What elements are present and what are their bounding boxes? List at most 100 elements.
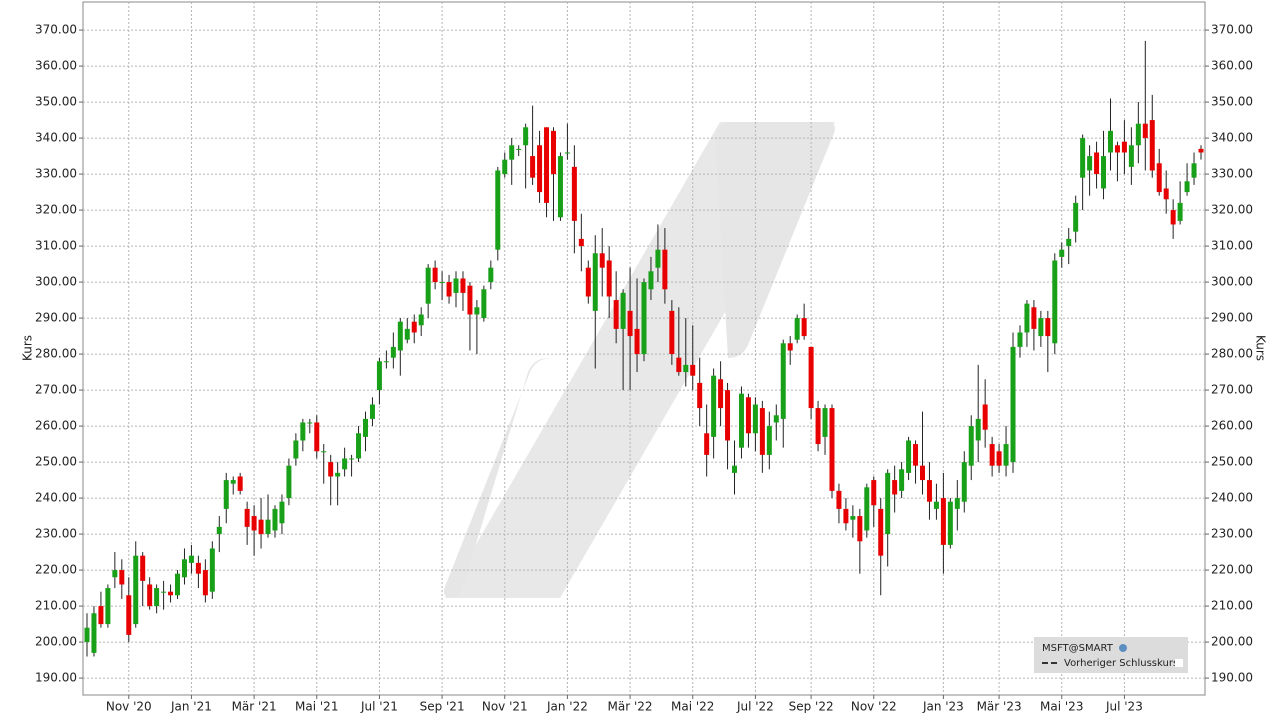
x-tick-label: Jul '22 — [736, 700, 774, 714]
y2-tick-label: 340.00 — [1211, 131, 1253, 145]
candle-body — [432, 267, 438, 283]
candle-body — [314, 422, 320, 452]
y2-tick-label: 230.00 — [1211, 527, 1253, 541]
y-tick-label: 330.00 — [35, 167, 77, 181]
y2-tick-label: 290.00 — [1211, 311, 1253, 325]
candle-body — [1177, 202, 1183, 221]
candle-body — [1142, 123, 1148, 139]
y2-tick-label: 300.00 — [1211, 275, 1253, 289]
candle-body — [1045, 318, 1051, 337]
candle-body — [599, 253, 605, 268]
candle-body — [544, 127, 550, 203]
candle-body — [335, 472, 341, 477]
candle-body — [620, 292, 626, 329]
candle-body — [711, 375, 717, 437]
candle-body — [133, 555, 139, 625]
candle-body — [1121, 141, 1127, 153]
candle-body — [154, 588, 160, 607]
candle-body — [557, 156, 563, 218]
candle-body — [98, 606, 104, 625]
candle-body — [885, 472, 891, 535]
y2-tick-label: 330.00 — [1211, 167, 1253, 181]
candle-body — [550, 130, 556, 175]
candle-body — [892, 480, 898, 495]
candle-body — [216, 526, 222, 535]
candle-body — [321, 451, 327, 453]
candle-body — [439, 282, 445, 284]
y2-tick-label: 240.00 — [1211, 491, 1253, 505]
candle-body — [383, 361, 389, 363]
y2-axis-title: Kurs — [1254, 335, 1268, 361]
candle-body — [878, 508, 884, 556]
candle-body — [446, 282, 452, 297]
candle-body — [453, 278, 459, 293]
y2-tick-label: 270.00 — [1211, 383, 1253, 397]
legend-label: Vorheriger Schlusskurs — [1064, 658, 1178, 669]
candle-body — [808, 346, 814, 409]
x-tick-label: Mai '23 — [1040, 700, 1083, 714]
y2-tick-label: 210.00 — [1211, 599, 1253, 613]
y-tick-label: 350.00 — [35, 95, 77, 109]
candle-body — [1135, 123, 1141, 146]
y-tick-label: 230.00 — [35, 527, 77, 541]
candle-body — [161, 591, 167, 593]
x-tick-label: Mär '21 — [232, 700, 277, 714]
candle-body — [613, 300, 619, 329]
legend-label: MSFT@SMART — [1042, 643, 1114, 654]
candle-body — [1101, 156, 1107, 189]
y-tick-label: 360.00 — [35, 59, 77, 73]
candle-body — [168, 591, 174, 596]
candle-body — [1010, 346, 1016, 463]
candle-body — [752, 404, 758, 434]
candle-body — [1017, 332, 1023, 347]
legend-checkbox — [1175, 659, 1183, 667]
candle-body — [690, 364, 696, 376]
y-tick-label: 200.00 — [35, 635, 77, 649]
y-tick-label: 250.00 — [35, 455, 77, 469]
candle-body — [745, 397, 751, 434]
candle-body — [926, 480, 932, 502]
candle-body — [773, 415, 779, 423]
y-tick-label: 270.00 — [35, 383, 77, 397]
candle-body — [982, 404, 988, 430]
candle-body — [390, 346, 396, 358]
watermark — [444, 122, 835, 598]
y2-tick-label: 320.00 — [1211, 203, 1253, 217]
candle-body — [209, 548, 215, 592]
candle-body — [697, 382, 703, 409]
candle-body — [397, 321, 403, 351]
x-tick-label: Jul '21 — [360, 700, 398, 714]
candle-body — [286, 465, 292, 499]
candle-body — [801, 318, 807, 337]
candle-body — [530, 156, 536, 178]
candle-body — [1170, 210, 1176, 225]
candle-body — [244, 508, 250, 527]
candle-body — [1128, 145, 1134, 167]
candle-body — [669, 310, 675, 355]
y-tick-label: 370.00 — [35, 23, 77, 37]
candle-body — [474, 307, 480, 315]
y-tick-label: 310.00 — [35, 239, 77, 253]
candle-body — [237, 476, 243, 491]
candle-body — [850, 516, 856, 520]
candle-body — [105, 588, 111, 625]
candle-body — [467, 285, 473, 315]
legend: MSFT@SMART Vorheriger Schlusskurs — [1034, 637, 1188, 673]
candle-body — [91, 613, 97, 653]
candle-body — [195, 562, 201, 574]
y2-tick-label: 360.00 — [1211, 59, 1253, 73]
y-tick-label: 210.00 — [35, 599, 77, 613]
candle-body — [307, 422, 313, 424]
candle-body — [230, 480, 236, 484]
y2-tick-label: 350.00 — [1211, 95, 1253, 109]
x-tick-label: Mai '22 — [671, 700, 714, 714]
candle-body — [418, 314, 424, 326]
candle-body — [140, 555, 146, 581]
candle-body — [787, 343, 793, 351]
y-tick-label: 320.00 — [35, 203, 77, 217]
candle-body — [1066, 238, 1072, 247]
y-axis-title: Kurs — [21, 335, 35, 361]
candle-body — [1003, 444, 1009, 466]
candle-body — [606, 260, 612, 297]
candle-body — [1059, 249, 1065, 257]
